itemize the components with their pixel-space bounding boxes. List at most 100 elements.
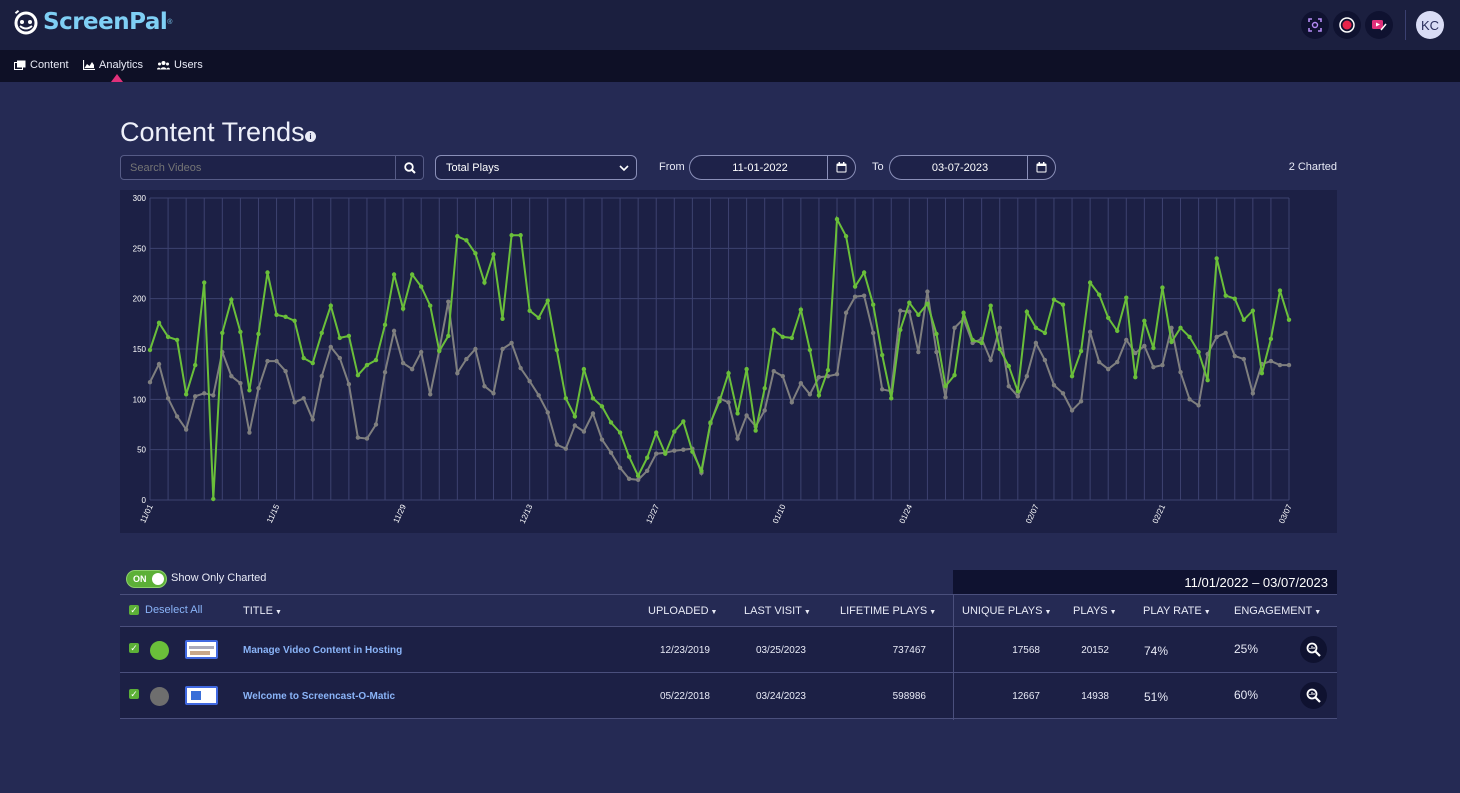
- data-point: [1205, 378, 1210, 383]
- y-tick-label: 200: [133, 295, 147, 304]
- data-point: [798, 307, 804, 312]
- data-point: [174, 337, 180, 343]
- data-point: [156, 361, 162, 367]
- table-date-range: 11/01/2022 – 03/07/2023: [953, 570, 1337, 594]
- data-point: [1241, 317, 1247, 323]
- view-details-button[interactable]: [1300, 636, 1327, 663]
- to-date-field[interactable]: 03-07-2023: [889, 155, 1056, 180]
- data-point: [247, 388, 252, 393]
- data-point: [907, 300, 912, 305]
- data-point: [473, 251, 478, 256]
- column-header-label: LAST VISIT: [744, 605, 802, 617]
- data-point: [355, 435, 361, 440]
- data-point: [1241, 356, 1247, 362]
- column-header-unique-plays[interactable]: UNIQUE PLAYS ▼: [962, 605, 1051, 617]
- data-point: [771, 327, 776, 333]
- view-details-button[interactable]: [1300, 682, 1327, 709]
- data-point: [274, 358, 279, 364]
- data-point: [852, 284, 858, 289]
- data-point: [1178, 369, 1183, 375]
- column-header-plays[interactable]: PLAYS ▼: [1073, 605, 1117, 617]
- calendar-button[interactable]: [1027, 155, 1055, 180]
- video-editor-button[interactable]: [1365, 11, 1393, 39]
- video-thumbnail[interactable]: [185, 640, 218, 659]
- data-point: [816, 393, 822, 398]
- search-input[interactable]: [120, 155, 396, 180]
- data-point: [1078, 348, 1084, 354]
- table-row[interactable]: ✓ Manage Video Content in Hosting 12/23/…: [120, 627, 1337, 673]
- data-point: [247, 430, 252, 435]
- nav-item-users[interactable]: Users: [157, 59, 203, 71]
- record-button[interactable]: [1333, 11, 1361, 39]
- column-header-uploaded[interactable]: UPLOADED ▼: [648, 605, 717, 617]
- play-rate-value: 51%: [1144, 690, 1169, 704]
- data-point: [292, 318, 297, 324]
- column-header-engagement[interactable]: ENGAGEMENT ▼: [1234, 605, 1321, 617]
- data-point: [943, 395, 948, 400]
- row-checkbox[interactable]: ✓: [129, 689, 139, 699]
- data-point: [518, 365, 523, 371]
- column-header-last-visit[interactable]: LAST VISIT ▼: [744, 605, 811, 617]
- nav-item-analytics[interactable]: Analytics: [83, 59, 143, 71]
- charted-count: 2 Charted: [1288, 161, 1337, 173]
- video-thumbnail[interactable]: [185, 686, 218, 705]
- data-point: [391, 272, 397, 277]
- data-point: [608, 450, 614, 455]
- data-point: [1214, 256, 1219, 261]
- data-point: [654, 451, 659, 456]
- data-point: [491, 391, 496, 396]
- data-point: [1151, 345, 1156, 351]
- metric-select[interactable]: Total Plays: [435, 155, 637, 180]
- sort-caret-icon: ▼: [803, 609, 811, 616]
- select-all-checkbox[interactable]: ✓: [129, 605, 139, 615]
- data-point: [1259, 370, 1265, 376]
- data-point: [373, 422, 379, 427]
- data-point: [997, 346, 1002, 352]
- column-header-play-rate[interactable]: PLAY RATE ▼: [1143, 605, 1211, 617]
- x-tick-label: 11/15: [265, 503, 282, 525]
- play-rate-value: 74%: [1144, 644, 1169, 658]
- data-point: [428, 303, 433, 308]
- data-point: [1196, 349, 1201, 355]
- uploaded-date: 05/22/2018: [659, 691, 710, 702]
- data-point: [870, 330, 876, 336]
- x-tick-label: 01/10: [771, 503, 788, 525]
- row-checkbox[interactable]: ✓: [129, 643, 139, 653]
- data-point: [617, 430, 623, 435]
- search-button[interactable]: [395, 155, 424, 180]
- show-only-charted-label: Show Only Charted: [171, 572, 267, 584]
- record-icon: [1339, 17, 1355, 33]
- nav-item-content[interactable]: Content: [14, 59, 69, 71]
- top-actions: KC: [1297, 10, 1444, 40]
- video-title-link[interactable]: Welcome to Screencast-O-Matic: [243, 691, 396, 702]
- screenshot-button[interactable]: [1301, 11, 1329, 39]
- data-point: [418, 284, 424, 289]
- engagement-value: 60%: [1234, 688, 1259, 702]
- column-header-lifetime-plays[interactable]: LIFETIME PLAYS ▼: [840, 605, 936, 617]
- logo-registered-mark: ®: [167, 18, 173, 26]
- data-point: [1133, 374, 1138, 380]
- last-visit-date: 03/24/2023: [755, 691, 806, 702]
- video-title-link[interactable]: Manage Video Content in Hosting: [243, 645, 403, 656]
- show-only-charted-toggle[interactable]: ON: [126, 570, 167, 588]
- data-point: [536, 315, 541, 320]
- from-date-field[interactable]: 11-01-2022: [689, 155, 856, 180]
- user-avatar[interactable]: KC: [1416, 11, 1444, 39]
- data-point: [961, 310, 966, 315]
- x-tick-label: 12/27: [644, 503, 661, 525]
- data-point: [518, 233, 523, 238]
- data-point: [554, 442, 559, 447]
- screenpal-logo[interactable]: ScreenPal ®: [13, 9, 172, 35]
- main-nav: Content Analytics Users: [0, 50, 1460, 82]
- deselect-all-link[interactable]: Deselect All: [145, 604, 203, 616]
- table-row[interactable]: ✓ Welcome to Screencast-O-Matic 05/22/20…: [120, 673, 1337, 719]
- info-icon[interactable]: i: [305, 131, 316, 142]
- sort-caret-icon: ▼: [710, 609, 718, 616]
- data-point: [780, 334, 785, 340]
- data-point: [319, 373, 324, 379]
- data-point: [301, 396, 306, 401]
- data-point: [617, 465, 623, 470]
- data-point: [1096, 292, 1102, 297]
- column-header-title[interactable]: TITLE ▼: [243, 605, 282, 617]
- calendar-button[interactable]: [827, 155, 855, 180]
